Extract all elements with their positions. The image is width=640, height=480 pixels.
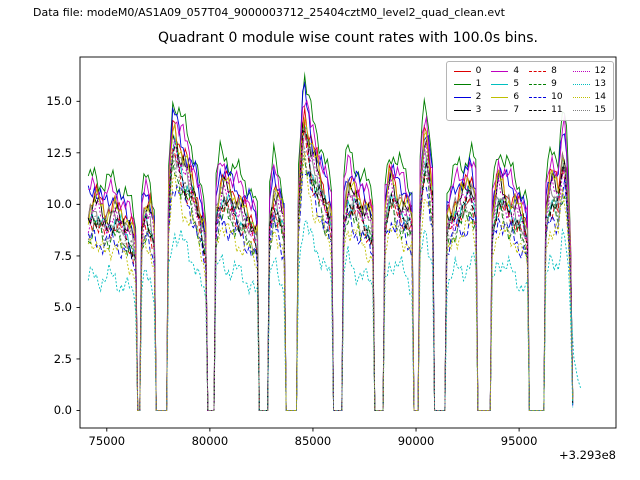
legend-item-5: 5 bbox=[491, 78, 519, 90]
legend-line-sample-icon bbox=[529, 70, 547, 72]
legend-line-sample-icon bbox=[572, 96, 590, 98]
legend-item-1: 1 bbox=[453, 78, 482, 90]
legend-item-4: 4 bbox=[491, 65, 519, 77]
legend-item-label: 13 bbox=[594, 79, 606, 89]
legend-item-0: 0 bbox=[453, 65, 482, 77]
x-tick-label: 75000 bbox=[88, 434, 126, 448]
legend: 0 1 2 3 4 5 6 7 8 9 10 11 12 13 14 15 bbox=[445, 61, 614, 121]
legend-item-15: 15 bbox=[572, 104, 606, 116]
legend-item-label: 9 bbox=[551, 79, 557, 89]
legend-item-label: 12 bbox=[594, 66, 606, 76]
legend-item-label: 8 bbox=[551, 66, 557, 76]
legend-line-sample-icon bbox=[453, 70, 471, 72]
legend-line-sample-icon bbox=[453, 96, 471, 98]
legend-item-label: 4 bbox=[513, 66, 520, 76]
legend-item-10: 10 bbox=[529, 91, 563, 103]
legend-item-6: 6 bbox=[491, 91, 519, 103]
legend-item-2: 2 bbox=[453, 91, 482, 103]
legend-item-label: 0 bbox=[475, 66, 482, 76]
legend-item-label: 2 bbox=[475, 92, 482, 102]
legend-line-sample-icon bbox=[529, 83, 547, 85]
y-tick-label: 5.0 bbox=[53, 300, 72, 315]
legend-line-sample-icon bbox=[491, 70, 509, 72]
legend-item-label: 15 bbox=[594, 105, 606, 115]
legend-line-sample-icon bbox=[529, 109, 547, 111]
legend-item-label: 3 bbox=[475, 105, 482, 115]
legend-line-sample-icon bbox=[453, 83, 471, 85]
legend-item-12: 12 bbox=[572, 65, 606, 77]
legend-line-sample-icon bbox=[491, 83, 509, 85]
legend-item-label: 7 bbox=[513, 105, 520, 115]
y-tick-label: 15.0 bbox=[46, 94, 72, 109]
legend-item-7: 7 bbox=[491, 104, 519, 116]
y-tick-label: 7.5 bbox=[53, 248, 72, 263]
legend-line-sample-icon bbox=[572, 109, 590, 111]
legend-item-9: 9 bbox=[529, 78, 562, 90]
data-file-header: Data file: modeM0/AS1A09_057T04_90000037… bbox=[33, 6, 505, 19]
legend-item-13: 13 bbox=[572, 78, 606, 90]
legend-item-label: 14 bbox=[594, 92, 606, 102]
x-tick-label: 80000 bbox=[191, 434, 229, 448]
x-axis-offset-label: +3.293e8 bbox=[559, 448, 616, 462]
legend-item-label: 11 bbox=[551, 105, 563, 115]
legend-item-11: 11 bbox=[529, 104, 563, 116]
legend-item-label: 5 bbox=[513, 79, 520, 89]
legend-item-label: 6 bbox=[513, 92, 520, 102]
legend-line-sample-icon bbox=[572, 70, 590, 72]
legend-item-8: 8 bbox=[529, 65, 562, 77]
legend-item-label: 10 bbox=[551, 92, 563, 102]
y-tick-label: 12.5 bbox=[46, 145, 72, 160]
x-tick-label: 85000 bbox=[294, 434, 332, 448]
legend-item-14: 14 bbox=[572, 91, 606, 103]
legend-line-sample-icon bbox=[453, 109, 471, 111]
y-tick-label: 0.0 bbox=[53, 403, 72, 418]
legend-line-sample-icon bbox=[529, 96, 547, 98]
x-tick-label: 95000 bbox=[500, 434, 538, 448]
x-tick-label: 90000 bbox=[397, 434, 435, 448]
legend-line-sample-icon bbox=[572, 83, 590, 85]
legend-item-3: 3 bbox=[453, 104, 482, 116]
legend-line-sample-icon bbox=[491, 109, 509, 111]
y-tick-label: 2.5 bbox=[53, 351, 72, 366]
legend-line-sample-icon bbox=[491, 96, 509, 98]
legend-item-label: 1 bbox=[475, 79, 482, 89]
y-tick-label: 10.0 bbox=[46, 197, 72, 212]
chart-title: Quadrant 0 module wise count rates with … bbox=[158, 30, 538, 46]
